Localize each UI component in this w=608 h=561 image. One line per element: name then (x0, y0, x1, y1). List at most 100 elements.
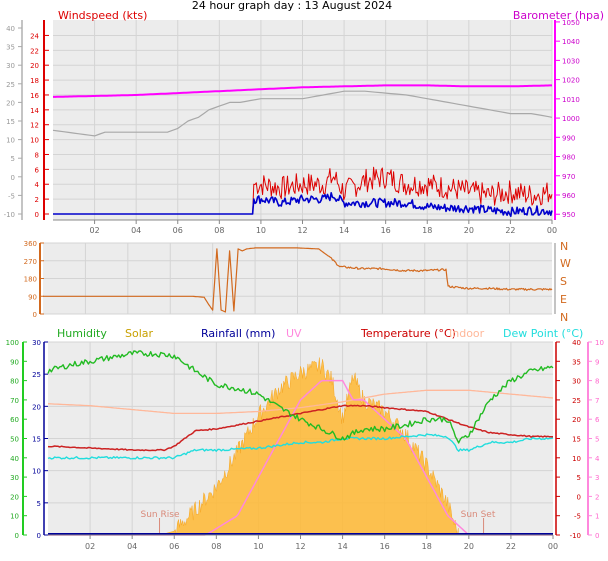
x-tick-label: 14 (337, 542, 347, 551)
indoor-label: Indoor (449, 327, 485, 340)
humidity-tick-label: 80 (10, 378, 19, 386)
dewpoint-series (47, 433, 554, 460)
temperature-tick-label: 30 (572, 378, 581, 386)
sunrise-annotation: Sun Rise (141, 510, 180, 520)
x-tick-label: 12 (295, 542, 305, 551)
uv-tick-label: 9 (595, 358, 599, 366)
x-tick-label: 22 (506, 542, 516, 551)
rainfall-tick-label: 25 (32, 371, 41, 379)
far-left-tick-label: 20 (6, 99, 15, 107)
temperature-tick-label: -5 (574, 513, 581, 521)
windspeed-tick-label: 6 (35, 166, 40, 174)
compass-label: E (560, 293, 567, 306)
barometer-tick-label: 970 (562, 173, 575, 181)
x-tick-label: 20 (464, 226, 474, 235)
far-left-tick-label: -5 (8, 192, 15, 200)
direction-tick-label: 0 (33, 311, 37, 319)
humidity-label: Humidity (57, 327, 107, 340)
humidity-tick-label: 90 (10, 358, 19, 366)
barometer-tick-label: 980 (562, 154, 575, 162)
humidity-tick-label: 10 (10, 513, 19, 521)
x-tick-label: 06 (169, 542, 179, 551)
temperature-tick-label: 40 (572, 339, 581, 347)
x-tick-label: 04 (131, 226, 141, 235)
x-tick-label: 00 (548, 542, 558, 551)
temperature-tick-label: 35 (572, 358, 581, 366)
gust-series (53, 192, 553, 217)
uv-tick-label: 2 (595, 493, 599, 501)
barometer-tick-label: 1020 (562, 77, 580, 85)
axes: -10-505101520253035400246810121416182022… (4, 19, 580, 235)
windspeed-tick-label: 24 (30, 32, 39, 40)
x-tick-label: 02 (89, 226, 99, 235)
rainfall-tick-label: 5 (37, 500, 41, 508)
far-left-tick-label: 15 (6, 118, 15, 126)
barometer-tick-label: 950 (562, 211, 575, 219)
windspeed-tick-label: 4 (35, 181, 40, 189)
wind-baro-panel: -10-505101520253035400246810121416182022… (4, 9, 604, 235)
humidity-tick-label: 30 (10, 474, 19, 482)
barometer-tick-label: 1040 (562, 38, 580, 46)
sunset-annotation: Sun Set (461, 510, 496, 520)
rainfall-label: Rainfall (mm) (201, 327, 275, 340)
uv-tick-label: 3 (595, 474, 599, 482)
barometer-tick-label: 1050 (562, 19, 580, 27)
grey-series (52, 90, 553, 137)
humidity-tick-label: 40 (10, 455, 19, 463)
windspeed-tick-label: 0 (35, 211, 39, 219)
far-left-tick-label: 35 (6, 44, 15, 52)
solar-label: Solar (125, 327, 154, 340)
temperature-label: Temperature (°C) (360, 327, 456, 340)
far-left-tick-label: 10 (6, 137, 15, 145)
windspeed-tick-label: 16 (30, 92, 39, 100)
barometer-tick-label: 1000 (562, 115, 580, 123)
humidity-tick-label: 100 (6, 339, 19, 347)
uv-tick-label: 5 (595, 436, 599, 444)
compass-label: S (560, 275, 567, 288)
uv-label: UV (286, 327, 302, 340)
far-left-tick-label: 0 (11, 174, 15, 182)
rainfall-tick-label: 20 (32, 403, 41, 411)
barometer-series (53, 84, 552, 98)
humidity-tick-label: 60 (10, 416, 19, 424)
x-tick-label: 08 (214, 226, 224, 235)
compass-label: W (560, 257, 571, 270)
rainfall-tick-label: 15 (32, 436, 41, 444)
humidity-tick-label: 20 (10, 493, 19, 501)
rainfall-tick-label: 30 (32, 339, 41, 347)
x-tick-label: 04 (127, 542, 137, 551)
uv-tick-label: 10 (595, 339, 604, 347)
temp-solar-panel: 0102030405060708090100051015202530-10-50… (6, 327, 604, 551)
x-tick-label: 18 (422, 542, 432, 551)
dewpoint-label: Dew Point (°C) (503, 327, 583, 340)
uv-tick-label: 7 (595, 397, 599, 405)
humidity-tick-label: 0 (15, 532, 19, 540)
uv-tick-label: 4 (595, 455, 600, 463)
humidity-series (47, 350, 554, 444)
windspeed-tick-label: 22 (30, 47, 39, 55)
series (47, 350, 554, 536)
uv-tick-label: 0 (595, 532, 599, 540)
series (43, 247, 553, 313)
x-tick-label: 22 (505, 226, 515, 235)
direction-tick-label: 360 (24, 240, 37, 248)
far-left-tick-label: -10 (4, 211, 15, 219)
far-left-tick-label: 25 (6, 81, 15, 89)
temperature-tick-label: 20 (572, 416, 581, 424)
windspeed-tick-label: 20 (30, 62, 39, 70)
humidity-tick-label: 50 (10, 436, 19, 444)
x-tick-label: 20 (464, 542, 474, 551)
far-left-tick-label: 40 (6, 25, 15, 33)
x-tick-label: 14 (339, 226, 349, 235)
axes: 0102030405060708090100051015202530-10-50… (6, 339, 604, 551)
windspeed-label: Windspeed (kts) (58, 9, 147, 22)
barometer-tick-label: 1010 (562, 96, 580, 104)
rainfall-tick-label: 0 (37, 532, 41, 540)
direction-tick-label: 90 (28, 293, 37, 301)
x-tick-label: 00 (547, 226, 557, 235)
compass-label: N (560, 311, 568, 324)
temperature-tick-label: 5 (577, 474, 581, 482)
x-tick-label: 02 (85, 542, 95, 551)
